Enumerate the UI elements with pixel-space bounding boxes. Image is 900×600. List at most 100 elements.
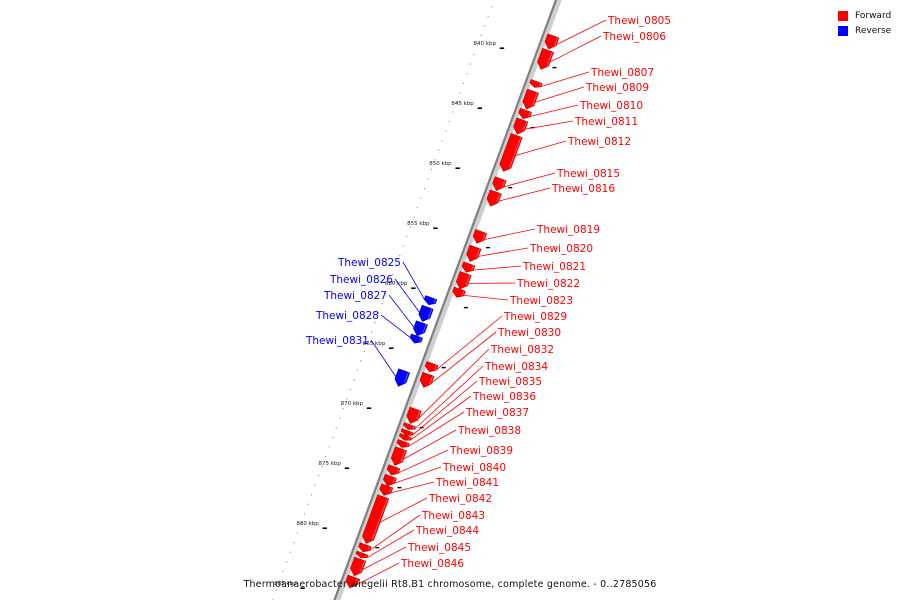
gene-label[interactable]: Thewi_0815 <box>556 168 620 180</box>
axis-tick-label: 840 kbp <box>474 41 497 47</box>
gene-arrow[interactable] <box>522 88 540 110</box>
gene-arrow[interactable] <box>418 304 434 322</box>
gene-arrow[interactable] <box>424 361 439 373</box>
gene-arrow-highlight <box>509 136 522 168</box>
gene-features <box>345 33 560 589</box>
gene-label[interactable]: Thewi_0809 <box>585 82 649 94</box>
gene-arrow-highlight <box>428 308 433 318</box>
gene-arrow[interactable] <box>419 371 435 388</box>
gene-leader-line <box>394 278 420 313</box>
gene-label[interactable]: Thewi_0816 <box>551 183 615 195</box>
gene-label[interactable]: Thewi_0840 <box>442 462 506 474</box>
axis-tick-label: 850 kbp <box>429 161 452 167</box>
gene-label[interactable]: Thewi_0819 <box>536 224 600 236</box>
gene-arrow[interactable] <box>423 295 438 306</box>
axis-tick-label: 885 kbp <box>274 581 297 587</box>
gene-label[interactable]: Thewi_0843 <box>421 510 485 522</box>
gene-arrow[interactable] <box>386 464 401 476</box>
label-leader-lines <box>357 19 607 585</box>
gene-arrow[interactable] <box>486 189 502 207</box>
gene-arrow[interactable] <box>518 107 532 119</box>
gene-arrow[interactable] <box>400 428 414 436</box>
gene-label[interactable]: Thewi_0831 <box>305 335 369 347</box>
gene-arrow-highlight <box>528 111 531 117</box>
gene-label[interactable]: Thewi_0822 <box>516 278 580 290</box>
gene-leader-line <box>369 514 421 551</box>
gene-leader-line <box>388 294 415 328</box>
axis-tick-label: 855 kbp <box>407 221 430 227</box>
gene-label[interactable]: Thewi_0826 <box>329 274 393 286</box>
gene-leader-line <box>407 411 465 447</box>
gene-arrow-highlight <box>482 232 486 240</box>
gene-arrow[interactable] <box>379 483 394 496</box>
gene-arrow-highlight <box>416 410 421 420</box>
gene-label[interactable]: Thewi_0841 <box>435 477 499 489</box>
gene-arrow[interactable] <box>492 176 507 192</box>
chromosome-backbone-shadow <box>335 0 562 600</box>
gene-label[interactable]: Thewi_0807 <box>590 67 654 79</box>
gene-arrow[interactable] <box>456 271 472 290</box>
gene-label[interactable]: Thewi_0823 <box>509 295 573 307</box>
gene-arrow-highlight <box>365 554 368 558</box>
gene-label[interactable]: Thewi_0805 <box>607 15 671 27</box>
gene-arrow[interactable] <box>355 550 369 559</box>
gene-label[interactable]: Thewi_0838 <box>457 425 521 437</box>
gene-arrow[interactable] <box>513 117 529 135</box>
gene-arrow[interactable] <box>406 406 422 424</box>
gene-label[interactable]: Thewi_0846 <box>400 558 464 570</box>
gene-arrow-highlight <box>392 477 396 484</box>
gene-arrow[interactable] <box>394 368 411 387</box>
gene-arrow[interactable] <box>472 229 488 244</box>
gene-arrow[interactable] <box>466 244 482 262</box>
gene-arrow[interactable] <box>362 494 390 544</box>
gene-arrow[interactable] <box>390 446 408 466</box>
gene-label[interactable]: Thewi_0821 <box>522 261 586 273</box>
gene-arrow[interactable] <box>544 33 560 50</box>
gene-label[interactable]: Thewi_0806 <box>602 31 666 43</box>
gene-arrow-highlight <box>410 432 413 436</box>
gene-arrow[interactable] <box>350 556 367 577</box>
gene-label[interactable]: Thewi_0842 <box>428 493 492 505</box>
gene-label[interactable]: Thewi_0832 <box>490 344 554 356</box>
gene-leader-line <box>403 429 457 460</box>
gene-arrow-highlight <box>406 442 409 447</box>
gene-arrow-highlight <box>539 82 542 87</box>
gene-arrow[interactable] <box>409 333 424 344</box>
gene-label[interactable]: Thewi_0827 <box>323 290 387 302</box>
gene-label[interactable]: Thewi_0830 <box>497 327 561 339</box>
gene-leader-line <box>394 466 442 484</box>
gene-arrow[interactable] <box>461 261 476 273</box>
gene-label[interactable]: Thewi_0839 <box>449 445 513 457</box>
gene-label[interactable]: Thewi_0825 <box>337 257 401 269</box>
gene-label[interactable]: Thewi_0835 <box>478 376 542 388</box>
gene-label[interactable]: Thewi_0828 <box>315 310 379 322</box>
gene-arrow[interactable] <box>499 133 523 172</box>
gene-label[interactable]: Thewi_0820 <box>529 243 593 255</box>
reverse-swatch-icon <box>838 25 848 36</box>
gene-label[interactable]: Thewi_0836 <box>472 391 536 403</box>
gene-leader-line <box>535 86 585 103</box>
gene-label[interactable]: Thewi_0834 <box>484 361 548 373</box>
chromosome-backbone <box>333 0 558 600</box>
gene-label[interactable]: Thewi_0837 <box>465 407 529 419</box>
gene-arrow[interactable] <box>399 433 412 441</box>
gene-label[interactable]: Thewi_0845 <box>407 542 471 554</box>
gene-arrow[interactable] <box>358 542 372 553</box>
gene-arrow[interactable] <box>452 286 466 298</box>
gene-label[interactable]: Thewi_0844 <box>415 525 479 537</box>
gene-leader-line <box>556 19 607 45</box>
axis-tick-label: 860 kbp <box>385 281 408 287</box>
gene-label[interactable]: Thewi_0810 <box>579 100 643 112</box>
gene-arrow[interactable] <box>345 574 360 589</box>
gene-label[interactable]: Thewi_0829 <box>503 311 567 323</box>
gene-arrow[interactable] <box>403 422 416 430</box>
gene-arrow[interactable] <box>537 47 555 70</box>
gene-arrow[interactable] <box>396 439 410 448</box>
gene-arrow-highlight <box>408 436 411 440</box>
gene-leader-line <box>402 261 425 300</box>
gene-arrow[interactable] <box>529 79 543 88</box>
gene-arrow[interactable] <box>413 320 428 337</box>
gene-label[interactable]: Thewi_0811 <box>574 116 638 128</box>
gene-label[interactable]: Thewi_0812 <box>567 136 631 148</box>
gene-arrow[interactable] <box>383 473 397 487</box>
